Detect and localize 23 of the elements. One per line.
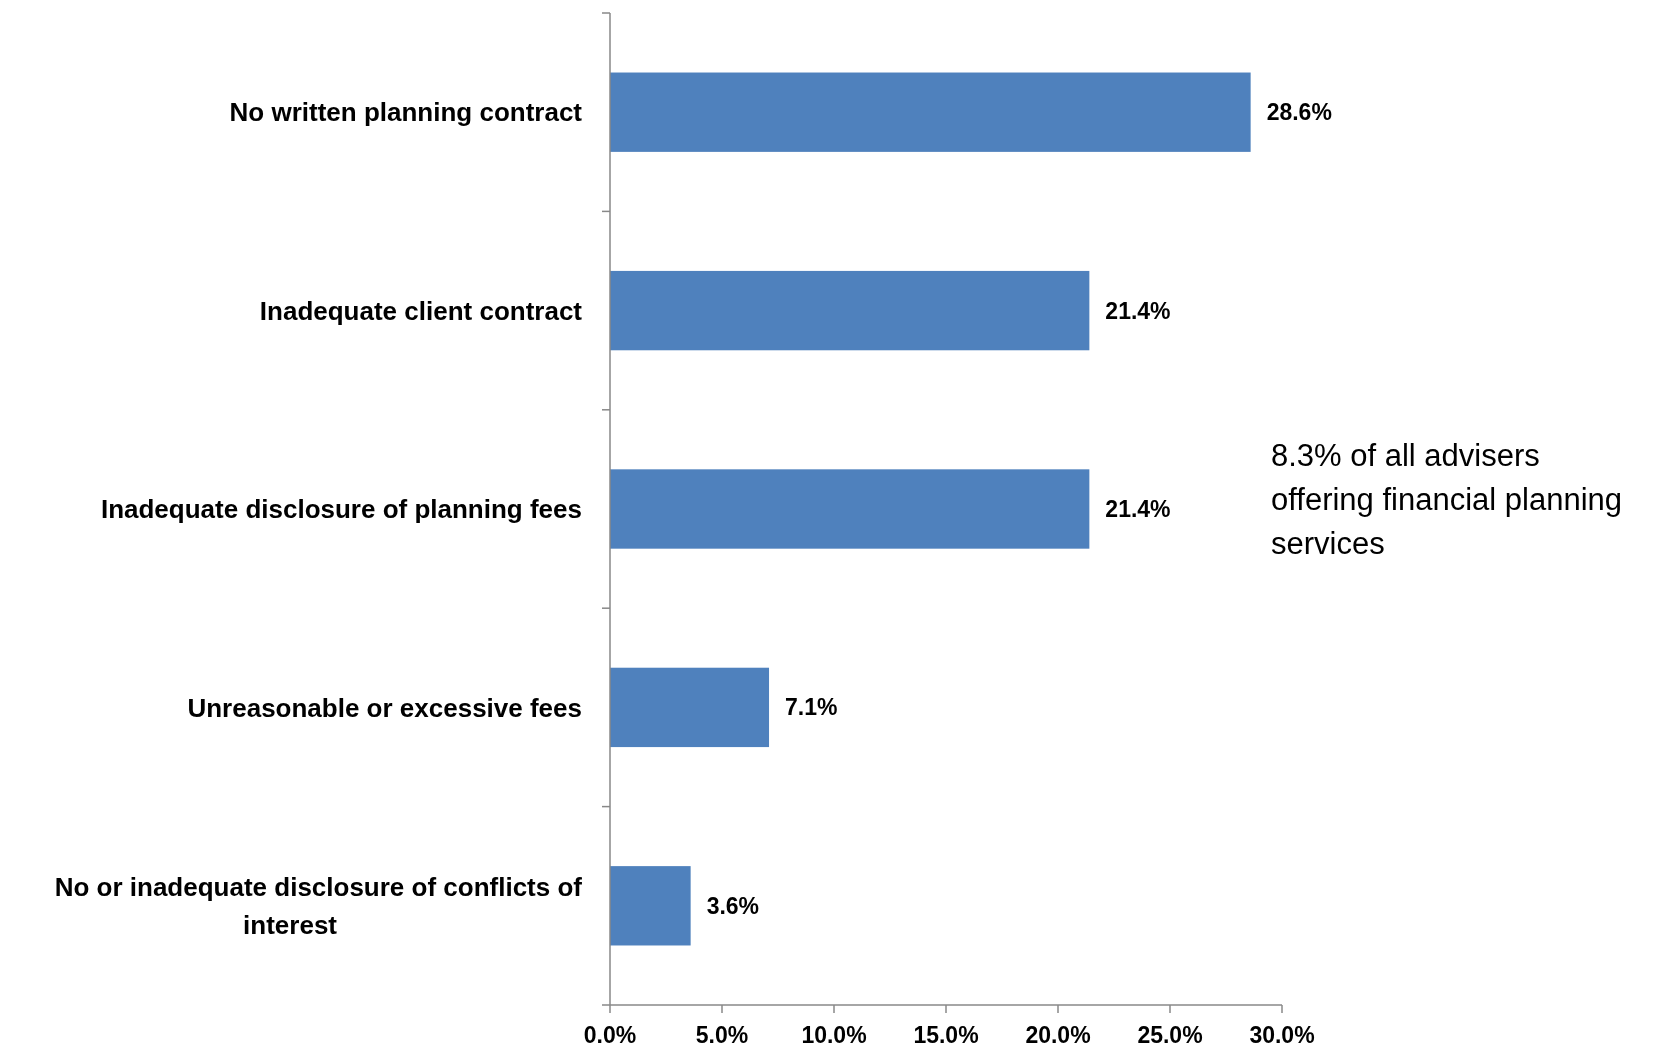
x-tick-label: 20.0% xyxy=(1025,1022,1091,1048)
x-tick-label: 25.0% xyxy=(1137,1022,1203,1048)
y-tick-label: No or inadequate disclosure of conflicts of interest xyxy=(54,871,583,940)
data-label: 28.6% xyxy=(1266,99,1332,126)
y-tick-label: Unreasonable or excessive fees xyxy=(187,692,582,723)
data-label: 21.4% xyxy=(1105,297,1171,324)
bar xyxy=(610,72,1251,152)
y-tick-label: Inadequate client contract xyxy=(259,295,583,326)
data-label: 21.4% xyxy=(1105,496,1171,523)
bar xyxy=(610,866,691,946)
x-tick-label: 0.0% xyxy=(583,1022,637,1048)
bar xyxy=(610,469,1090,549)
bar xyxy=(610,270,1090,351)
data-label: 7.1% xyxy=(785,694,838,721)
x-tick-label: 10.0% xyxy=(801,1022,867,1048)
bar xyxy=(610,667,770,748)
data-label: 3.6% xyxy=(706,892,760,919)
y-tick-label: Inadequate disclosure of planning fees xyxy=(100,494,582,525)
y-tick-label: No written planning contract xyxy=(229,97,583,128)
x-tick-label: 30.0% xyxy=(1249,1022,1315,1048)
annotation: 8.3% of all advisers offering financial planning services xyxy=(1271,438,1623,561)
x-tick-label: 5.0% xyxy=(695,1022,749,1048)
x-tick-label: 15.0% xyxy=(913,1022,979,1048)
